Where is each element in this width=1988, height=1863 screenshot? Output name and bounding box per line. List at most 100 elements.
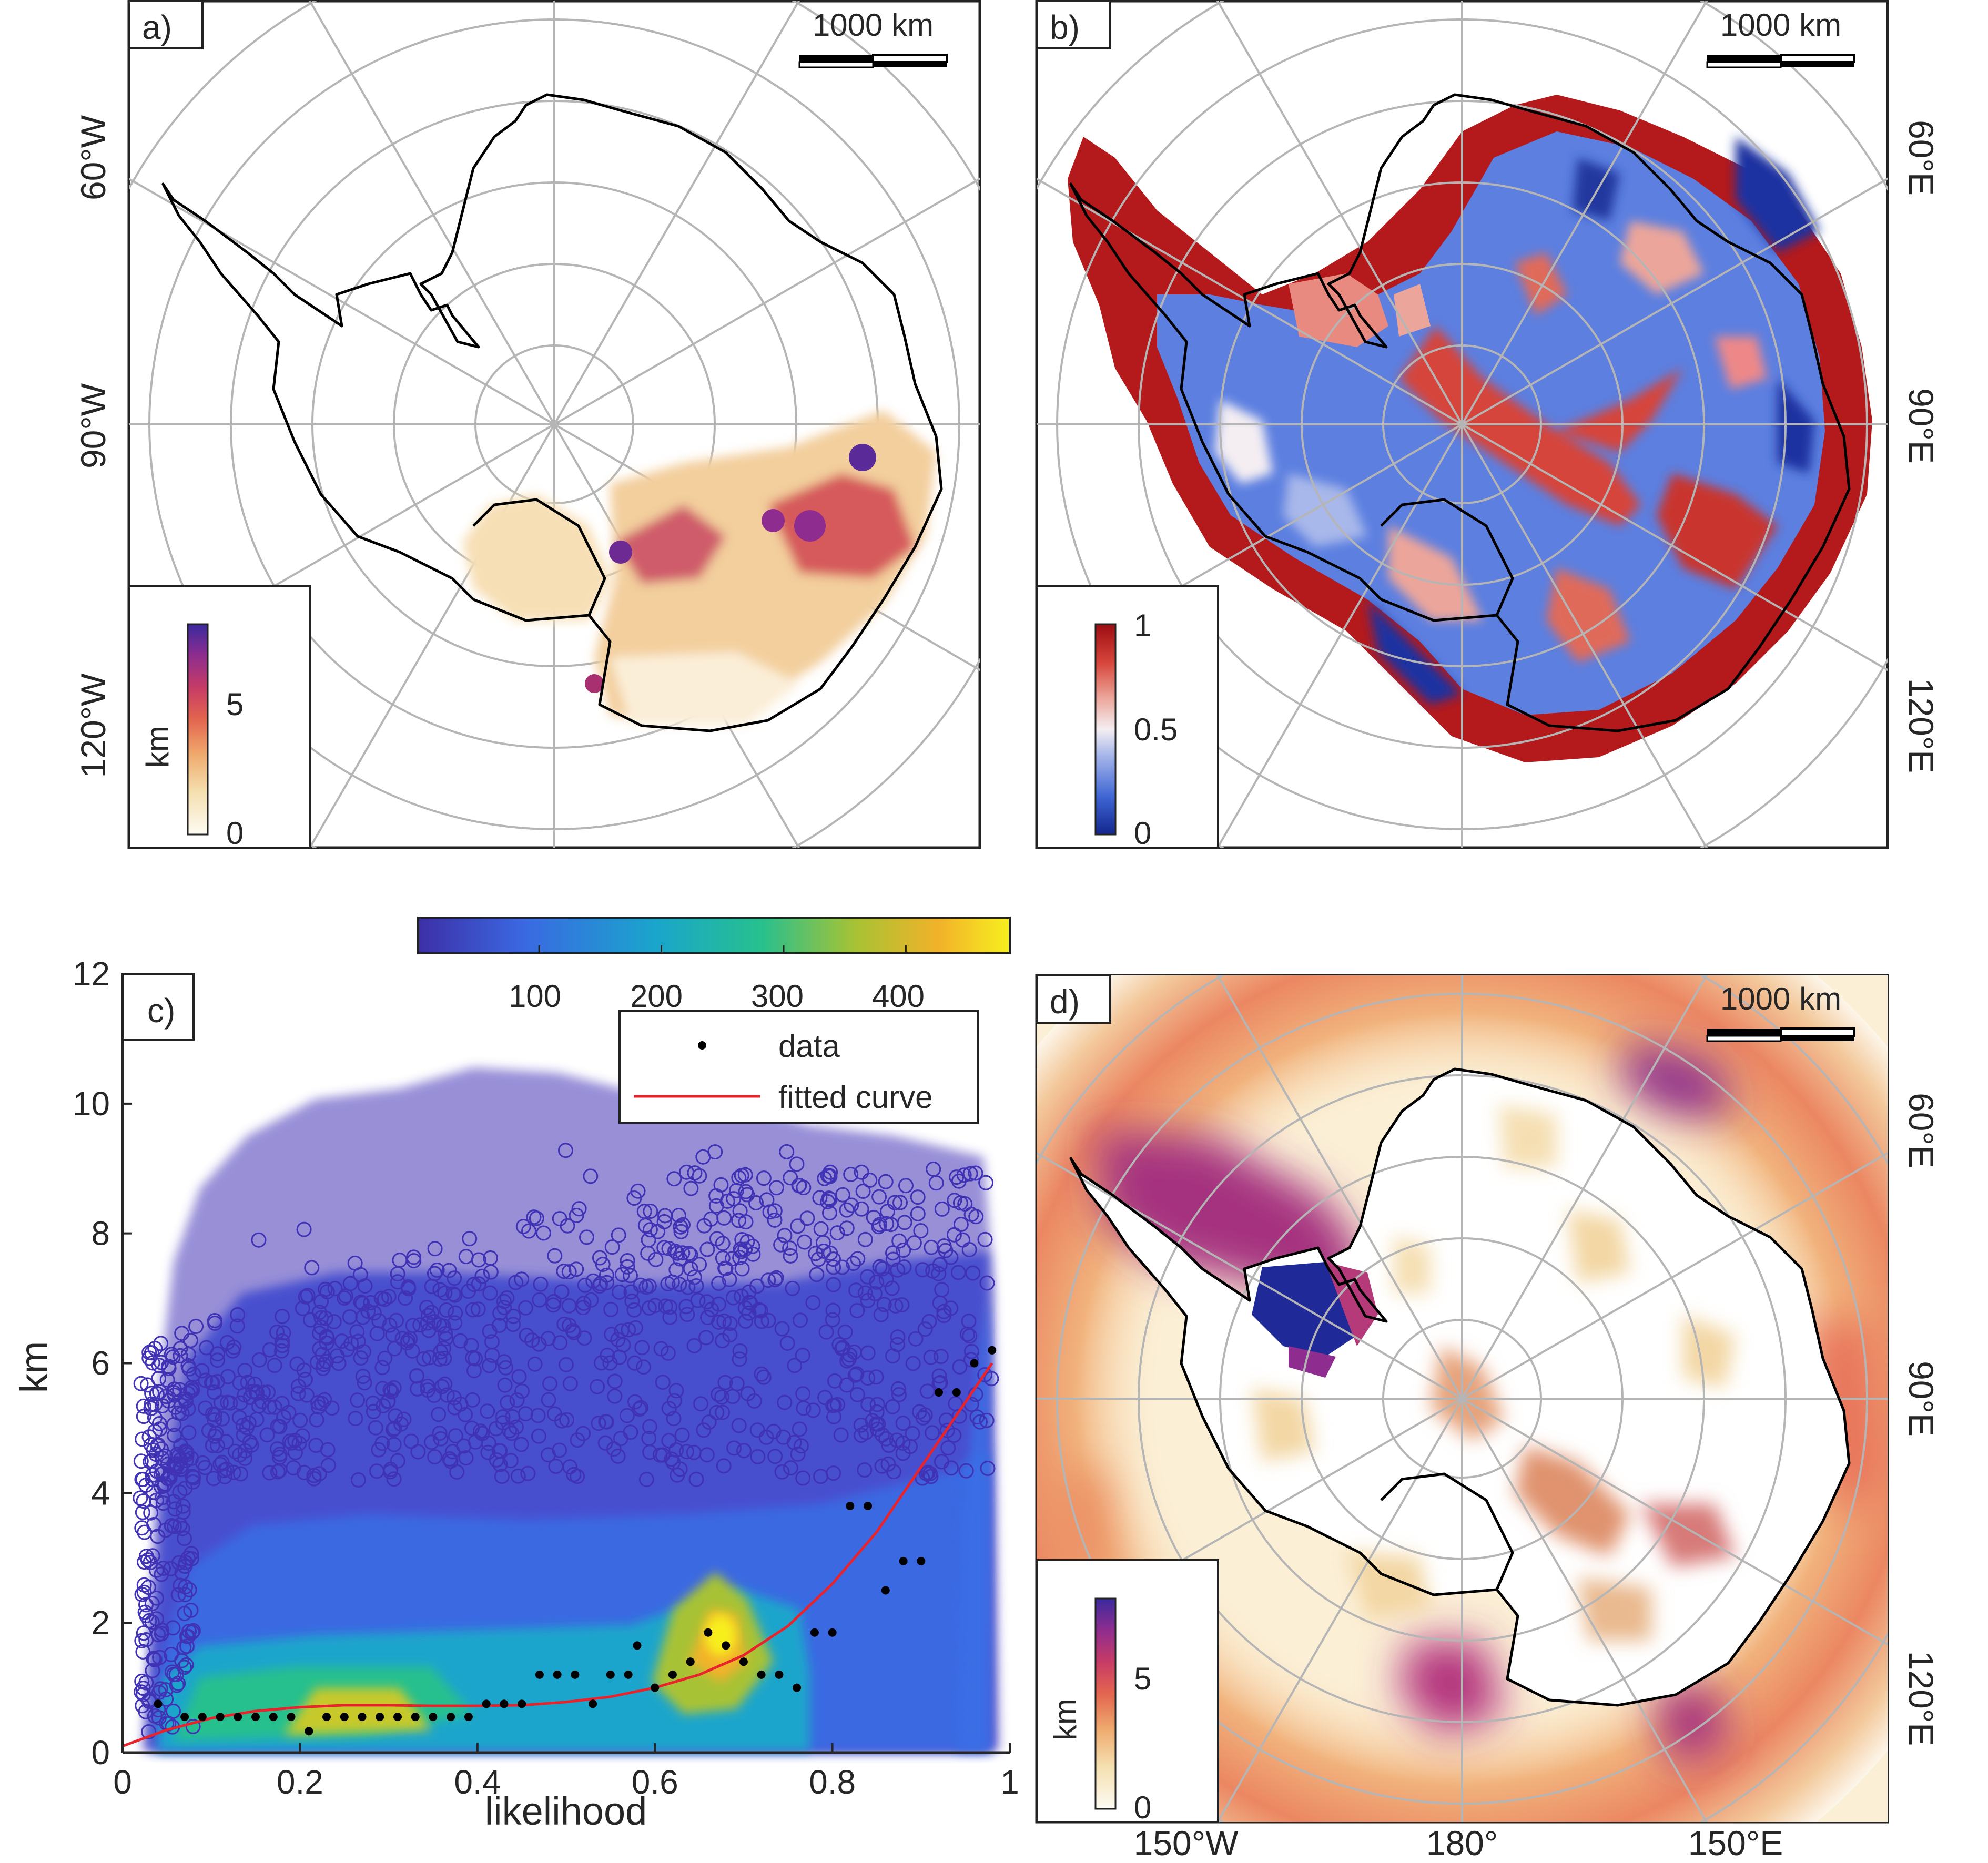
data-point bbox=[376, 1713, 384, 1722]
outlier-ring bbox=[787, 1358, 803, 1373]
outlier-ring bbox=[153, 1336, 169, 1351]
y-tick-label: 0 bbox=[91, 1734, 110, 1772]
outlier-ring bbox=[902, 1439, 918, 1454]
outlier-ring bbox=[496, 1354, 512, 1370]
outlier-ring bbox=[952, 1359, 968, 1375]
outlier-ring bbox=[925, 1425, 940, 1441]
outlier-ring bbox=[980, 1461, 996, 1476]
outlier-ring bbox=[860, 1397, 876, 1412]
outlier-ring bbox=[448, 1428, 463, 1444]
outlier-ring bbox=[406, 1249, 422, 1265]
outlier-ring bbox=[715, 1250, 731, 1266]
data-point bbox=[535, 1670, 544, 1679]
outlier-ring bbox=[149, 1562, 165, 1578]
outlier-ring bbox=[857, 1285, 873, 1301]
outlier-ring bbox=[424, 1305, 439, 1320]
outlier-ring bbox=[633, 1277, 648, 1293]
outlier-ring bbox=[251, 1398, 267, 1414]
data-point bbox=[322, 1713, 331, 1722]
outlier-ring bbox=[972, 1414, 988, 1430]
outlier-ring bbox=[331, 1356, 347, 1371]
outlier-ring bbox=[290, 1386, 306, 1401]
outlier-ring bbox=[777, 1228, 793, 1244]
outlier-ring bbox=[441, 1263, 457, 1278]
outlier-ring bbox=[843, 1167, 859, 1182]
panel-b-label: b) bbox=[1050, 8, 1080, 46]
outlier-ring bbox=[166, 1703, 181, 1719]
outlier-ring bbox=[910, 1206, 926, 1221]
outlier-ring bbox=[167, 1501, 183, 1517]
outlier-ring bbox=[718, 1261, 734, 1276]
outlier-ring bbox=[289, 1356, 305, 1372]
outlier-ring bbox=[447, 1270, 462, 1286]
outlier-ring bbox=[860, 1292, 876, 1308]
outlier-ring bbox=[859, 1269, 875, 1285]
outlier-ring bbox=[270, 1464, 286, 1480]
panel-c-axes bbox=[121, 973, 1011, 1754]
y-tick-label: 12 bbox=[73, 955, 110, 993]
outlier-ring bbox=[226, 1464, 241, 1480]
outlier-ring bbox=[569, 1207, 584, 1223]
outlier-ring bbox=[326, 1314, 342, 1329]
fitted-curve-line bbox=[122, 1362, 993, 1748]
outlier-ring bbox=[435, 1318, 451, 1334]
outlier-ring bbox=[480, 1403, 495, 1419]
outlier-ring bbox=[472, 1423, 488, 1439]
outlier-ring bbox=[860, 1370, 876, 1386]
outlier-ring bbox=[179, 1638, 195, 1654]
outlier-ring bbox=[906, 1235, 922, 1251]
outlier-ring bbox=[754, 1366, 769, 1382]
outlier-ring bbox=[857, 1231, 873, 1247]
outlier-ring bbox=[137, 1604, 153, 1620]
outlier-ring bbox=[894, 1297, 910, 1312]
outlier-ring bbox=[716, 1458, 732, 1474]
outlier-ring bbox=[738, 1314, 754, 1329]
outlier-ring bbox=[917, 1407, 933, 1423]
outlier-ring bbox=[908, 1331, 924, 1347]
outlier-ring bbox=[432, 1282, 448, 1298]
lon-label-90e-d: 90°E bbox=[1902, 1361, 1941, 1437]
outlier-ring bbox=[961, 1314, 977, 1329]
outlier-ring bbox=[267, 1358, 282, 1373]
outlier-ring bbox=[175, 1521, 190, 1536]
outlier-ring bbox=[693, 1396, 708, 1412]
outlier-ring bbox=[185, 1718, 201, 1734]
panel-d-colorbar-box: 5 0 km bbox=[1036, 1559, 1219, 1825]
outlier-ring bbox=[219, 1335, 235, 1350]
outlier-ring bbox=[869, 1274, 885, 1290]
outlier-ring bbox=[642, 1444, 657, 1460]
outlier-ring bbox=[688, 1471, 704, 1487]
outlier-ring bbox=[786, 1434, 802, 1450]
outlier-ring bbox=[796, 1400, 812, 1416]
outlier-ring bbox=[284, 1435, 300, 1451]
outlier-ring bbox=[713, 1177, 729, 1193]
outlier-ring bbox=[355, 1309, 371, 1325]
outlier-ring bbox=[890, 1329, 906, 1345]
outlier-ring bbox=[198, 1400, 214, 1416]
outlier-ring bbox=[339, 1341, 355, 1357]
outlier-ring bbox=[590, 1379, 605, 1394]
outlier-ring bbox=[511, 1369, 527, 1384]
data-point bbox=[952, 1388, 961, 1397]
outlier-ring bbox=[709, 1404, 725, 1420]
outlier-ring bbox=[897, 1215, 912, 1230]
outlier-ring bbox=[409, 1368, 424, 1383]
outlier-ring bbox=[607, 1388, 623, 1404]
outlier-ring bbox=[267, 1399, 282, 1415]
outlier-ring bbox=[152, 1421, 168, 1437]
outlier-ring bbox=[518, 1300, 533, 1316]
outlier-ring bbox=[288, 1445, 303, 1460]
outlier-ring bbox=[375, 1381, 391, 1397]
outlier-ring bbox=[466, 1363, 482, 1379]
outlier-ring bbox=[296, 1465, 312, 1480]
x-tick-label: 0 bbox=[113, 1763, 132, 1801]
outlier-ring bbox=[826, 1465, 841, 1481]
outlier-ring bbox=[449, 1464, 465, 1480]
outlier-ring bbox=[433, 1344, 449, 1360]
outlier-ring bbox=[826, 1409, 841, 1424]
outlier-ring bbox=[627, 1394, 643, 1410]
data-point bbox=[793, 1683, 802, 1692]
outlier-ring bbox=[171, 1555, 187, 1571]
outlier-ring bbox=[194, 1363, 210, 1379]
outlier-ring bbox=[884, 1280, 900, 1296]
